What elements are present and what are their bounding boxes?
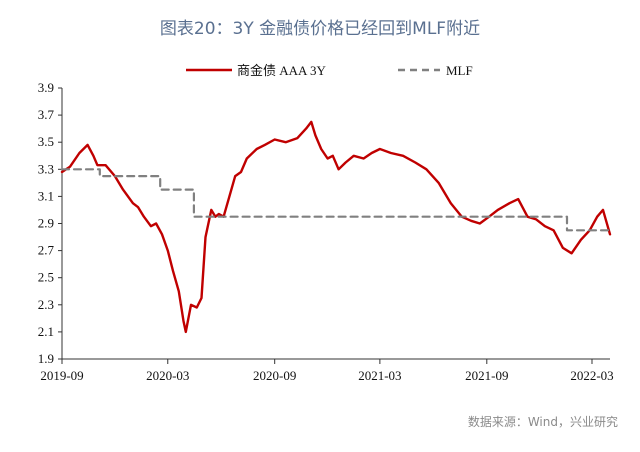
legend: 商金债 AAA 3Y MLF <box>186 63 473 78</box>
x-axis: 2019-09 2020-03 2020-09 2021-03 2021-09 2022-… <box>40 358 614 383</box>
x-tick-label: 2020-03 <box>146 368 189 383</box>
y-tick-label: 2.5 <box>38 270 54 285</box>
series-line-mlf <box>60 168 612 232</box>
y-tick-label: 3.1 <box>38 188 54 203</box>
y-tick-label: 3.9 <box>38 80 54 95</box>
x-tick-label: 2021-09 <box>465 368 508 383</box>
x-tick-label: 2021-03 <box>358 368 401 383</box>
y-tick-label: 2.9 <box>38 216 54 231</box>
y-tick-label: 3.7 <box>38 107 55 122</box>
x-tick-label: 2020-09 <box>253 368 296 383</box>
legend-label-bank-bond: 商金债 AAA 3Y <box>237 63 326 78</box>
y-tick-label: 2.7 <box>38 243 55 258</box>
x-tick-label: 2022-03 <box>570 368 613 383</box>
x-tick-label: 2019-09 <box>40 368 83 383</box>
y-tick-label: 3.3 <box>38 161 54 176</box>
y-axis: 1.9 2.1 2.3 2.5 2.7 2.9 3.1 3.3 3.5 3.7 3.9 <box>38 80 63 366</box>
series-layer <box>60 120 612 334</box>
chart-title: 图表20：3Y 金融债价格已经回到MLF附近 <box>159 19 481 39</box>
source-note: 数据来源：Wind，兴业研究 <box>467 415 618 429</box>
y-tick-label: 3.5 <box>38 134 54 149</box>
y-tick-label: 1.9 <box>38 351 54 366</box>
y-tick-label: 2.3 <box>38 297 54 312</box>
series-line-bank-bond <box>60 120 612 334</box>
y-tick-label: 2.1 <box>38 324 54 339</box>
legend-label-mlf: MLF <box>446 63 473 78</box>
